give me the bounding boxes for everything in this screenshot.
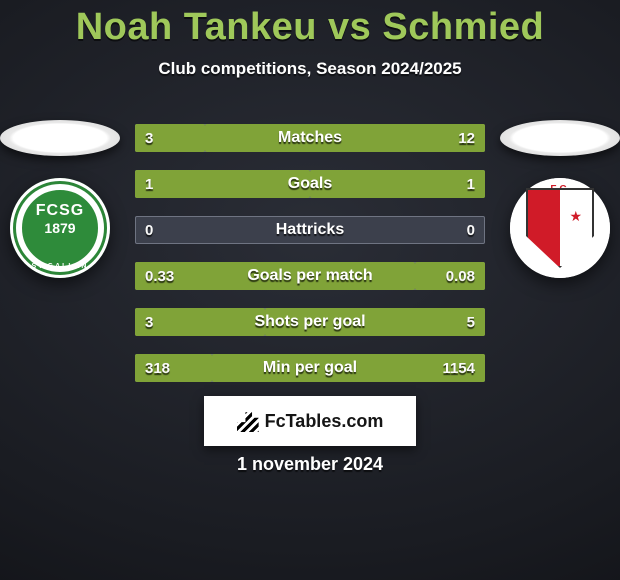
stat-row: 3181154Min per goal xyxy=(135,354,485,382)
player-left-column: FCSG 1879 ST.GALLEN xyxy=(0,120,120,278)
player-right-column: FC ★ xyxy=(500,120,620,278)
stat-row: 00Hattricks xyxy=(135,216,485,244)
stat-value-left: 0 xyxy=(135,216,163,244)
stat-bar-track xyxy=(135,216,485,244)
stat-value-right: 1 xyxy=(457,170,485,198)
club-badge-left: FCSG 1879 ST.GALLEN xyxy=(10,178,110,278)
stat-row: 35Shots per goal xyxy=(135,308,485,336)
stat-value-left: 318 xyxy=(135,354,180,382)
stat-row: 11Goals xyxy=(135,170,485,198)
infographic-root: Noah Tankeu vs Schmied Club competitions… xyxy=(0,0,620,580)
stats-comparison: 312Matches11Goals00Hattricks0.330.08Goal… xyxy=(135,124,485,400)
as-of-date: 1 november 2024 xyxy=(0,454,620,475)
stat-bar-right-fill xyxy=(205,124,485,152)
player-right-photo-placeholder xyxy=(500,120,620,156)
fctables-logo-icon xyxy=(237,410,259,432)
stat-value-right: 0.08 xyxy=(436,262,485,290)
stat-value-left: 0.33 xyxy=(135,262,184,290)
stat-value-left: 3 xyxy=(135,308,163,336)
page-title: Noah Tankeu vs Schmied xyxy=(0,0,620,49)
badge-ring-text: ST.GALLEN xyxy=(10,263,110,270)
club-badge-right: FC ★ xyxy=(510,178,610,278)
stat-value-right: 1154 xyxy=(432,354,485,382)
stat-bar-right-fill xyxy=(265,308,486,336)
stat-value-left: 1 xyxy=(135,170,163,198)
stat-row: 0.330.08Goals per match xyxy=(135,262,485,290)
badge-text-line2: 1879 xyxy=(10,220,110,236)
page-subtitle: Club competitions, Season 2024/2025 xyxy=(0,59,620,79)
watermark: FcTables.com xyxy=(204,396,416,446)
stat-value-right: 12 xyxy=(448,124,485,152)
badge-text-line1: FCSG xyxy=(10,202,110,220)
stat-value-right: 0 xyxy=(457,216,485,244)
stat-value-right: 5 xyxy=(457,308,485,336)
player-left-photo-placeholder xyxy=(0,120,120,156)
stat-value-left: 3 xyxy=(135,124,163,152)
badge-shield-icon xyxy=(526,188,594,268)
stat-row: 312Matches xyxy=(135,124,485,152)
badge-star-icon: ★ xyxy=(569,208,582,225)
watermark-text: FcTables.com xyxy=(265,411,384,432)
